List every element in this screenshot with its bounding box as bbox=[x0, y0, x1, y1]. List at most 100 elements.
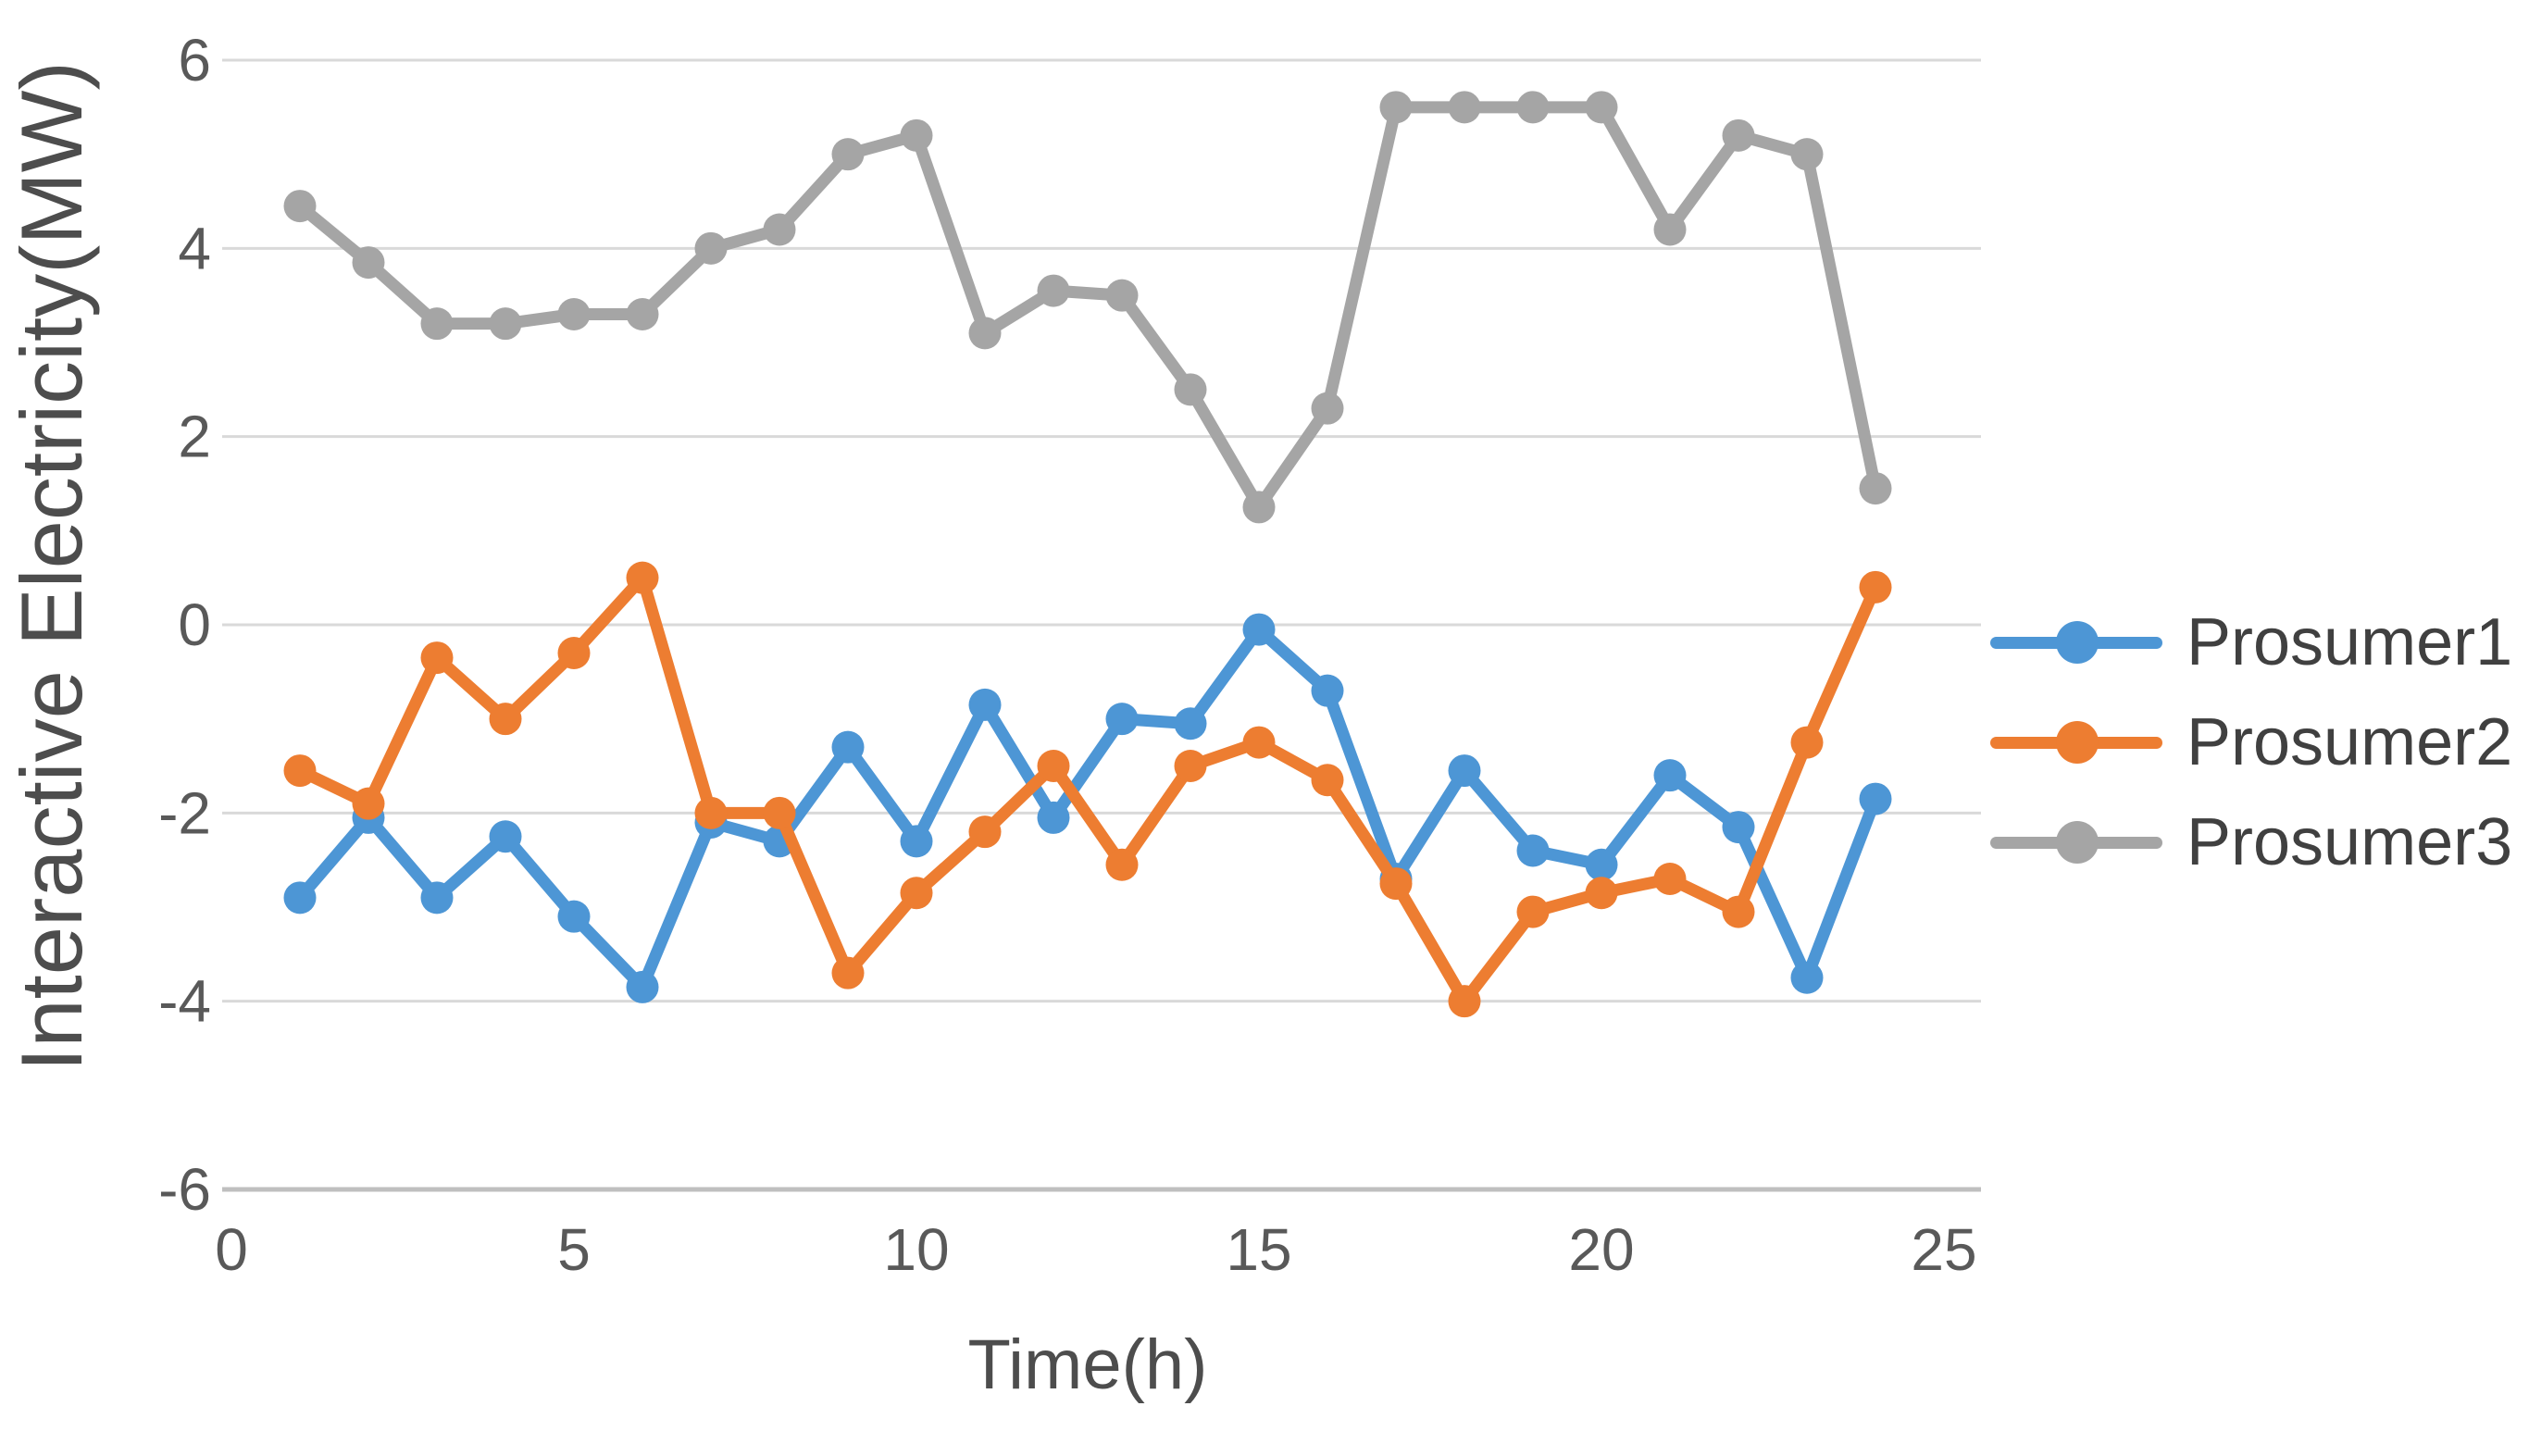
data-point-prosumer2-h14 bbox=[1174, 750, 1207, 782]
data-point-prosumer1-h12 bbox=[1037, 801, 1070, 834]
data-point-prosumer3-h22 bbox=[1722, 118, 1755, 152]
data-point-prosumer3-h9 bbox=[831, 138, 865, 171]
y-tick-label--6: -6 bbox=[158, 1156, 211, 1223]
y-tick-label-0: 0 bbox=[178, 591, 211, 658]
data-point-prosumer2-h5 bbox=[557, 637, 591, 669]
data-point-prosumer3-h1 bbox=[283, 190, 317, 223]
gridlines-group bbox=[222, 58, 1981, 1192]
data-point-prosumer2-h9 bbox=[831, 956, 865, 989]
data-point-prosumer2-h15 bbox=[1242, 726, 1276, 759]
data-point-prosumer3-h13 bbox=[1105, 279, 1139, 312]
data-point-prosumer2-h24 bbox=[1859, 570, 1892, 604]
data-point-prosumer1-h9 bbox=[831, 730, 865, 764]
x-tick-label-5: 5 bbox=[557, 1216, 591, 1283]
data-point-prosumer3-h5 bbox=[557, 298, 591, 330]
data-point-prosumer2-h16 bbox=[1311, 764, 1344, 797]
data-point-prosumer2-h20 bbox=[1585, 877, 1618, 910]
data-point-prosumer2-h21 bbox=[1653, 863, 1687, 895]
data-point-prosumer3-h4 bbox=[489, 307, 522, 341]
legend-label-prosumer1: Prosumer1 bbox=[2186, 605, 2513, 679]
series-line-prosumer3 bbox=[293, 101, 1882, 514]
data-point-prosumer1-h21 bbox=[1653, 759, 1687, 792]
data-point-prosumer3-h21 bbox=[1653, 213, 1687, 246]
x-tick-labels-group: 0 5 10 15 20 25 bbox=[215, 1216, 1976, 1283]
data-point-prosumer1-h11 bbox=[968, 688, 1002, 721]
y-axis-title: Interactive Electricity(MW) bbox=[3, 61, 100, 1072]
data-point-prosumer1-h6 bbox=[626, 970, 659, 1003]
data-point-prosumer2-h3 bbox=[420, 641, 454, 675]
data-point-prosumer3-h24 bbox=[1859, 472, 1892, 505]
data-point-prosumer2-h1 bbox=[283, 754, 317, 788]
data-point-prosumer2-h11 bbox=[968, 815, 1002, 849]
data-point-prosumer2-h7 bbox=[694, 796, 728, 829]
x-tick-label-15: 15 bbox=[1226, 1216, 1291, 1283]
x-tick-label-0: 0 bbox=[215, 1216, 248, 1283]
series-group bbox=[283, 91, 1892, 1018]
x-tick-label-25: 25 bbox=[1911, 1216, 1976, 1283]
data-point-prosumer1-h24 bbox=[1859, 782, 1892, 815]
legend-item-prosumer2: Prosumer2 bbox=[1990, 692, 2512, 792]
data-point-prosumer1-h14 bbox=[1174, 707, 1207, 740]
legend-item-prosumer1: Prosumer1 bbox=[1990, 592, 2512, 692]
y-tick-label--4: -4 bbox=[158, 968, 211, 1035]
data-point-prosumer2-h19 bbox=[1516, 895, 1550, 928]
data-point-prosumer3-h20 bbox=[1585, 91, 1618, 124]
data-point-prosumer1-h4 bbox=[489, 820, 522, 853]
prosumer3-line-marker-icon bbox=[1990, 821, 2162, 864]
data-point-prosumer2-h17 bbox=[1379, 867, 1413, 901]
legend-label-prosumer2: Prosumer2 bbox=[2186, 705, 2513, 779]
data-point-prosumer1-h20 bbox=[1585, 848, 1618, 881]
data-point-prosumer1-h16 bbox=[1311, 674, 1344, 707]
data-point-prosumer1-h15 bbox=[1242, 613, 1276, 646]
data-point-prosumer2-h23 bbox=[1790, 726, 1824, 759]
data-point-prosumer2-h12 bbox=[1037, 750, 1070, 782]
data-point-prosumer3-h17 bbox=[1379, 91, 1413, 124]
legend-item-prosumer3: Prosumer3 bbox=[1990, 792, 2512, 892]
data-point-prosumer1-h5 bbox=[557, 900, 591, 933]
data-point-prosumer2-h4 bbox=[489, 703, 522, 736]
data-point-prosumer1-h18 bbox=[1448, 754, 1481, 788]
data-point-prosumer1-h3 bbox=[420, 881, 454, 915]
legend-label-prosumer3: Prosumer3 bbox=[2186, 805, 2513, 879]
series-line-prosumer1 bbox=[293, 623, 1882, 993]
legend: Prosumer1 Prosumer2 Prosumer3 bbox=[1990, 592, 2512, 892]
x-tick-label-10: 10 bbox=[883, 1216, 949, 1283]
x-axis-title: Time(h) bbox=[968, 1325, 1208, 1404]
data-point-prosumer3-h6 bbox=[626, 298, 659, 330]
data-point-prosumer3-h23 bbox=[1790, 138, 1824, 171]
data-point-prosumer1-h23 bbox=[1790, 961, 1824, 994]
data-point-prosumer2-h22 bbox=[1722, 895, 1755, 928]
data-point-prosumer3-h14 bbox=[1174, 373, 1207, 406]
data-point-prosumer1-h10 bbox=[900, 825, 933, 858]
data-point-prosumer3-h18 bbox=[1448, 91, 1481, 124]
data-point-prosumer3-h12 bbox=[1037, 274, 1070, 307]
prosumer1-line-marker-icon bbox=[1990, 621, 2162, 664]
data-point-prosumer1-h13 bbox=[1105, 703, 1139, 736]
data-point-prosumer2-h6 bbox=[626, 561, 659, 594]
data-point-prosumer3-h19 bbox=[1516, 91, 1550, 124]
data-point-prosumer2-h13 bbox=[1105, 848, 1139, 881]
data-point-prosumer2-h18 bbox=[1448, 985, 1481, 1018]
series-line-prosumer2 bbox=[293, 571, 1882, 1008]
data-point-prosumer2-h2 bbox=[352, 787, 385, 820]
data-point-prosumer3-h16 bbox=[1311, 392, 1344, 425]
data-point-prosumer1-h1 bbox=[283, 881, 317, 915]
data-point-prosumer1-h19 bbox=[1516, 834, 1550, 867]
data-point-prosumer3-h10 bbox=[900, 118, 933, 152]
data-point-prosumer3-h15 bbox=[1242, 491, 1276, 524]
data-point-prosumer2-h10 bbox=[900, 877, 933, 910]
x-tick-label-20: 20 bbox=[1568, 1216, 1634, 1283]
data-point-prosumer1-h22 bbox=[1722, 811, 1755, 844]
data-point-prosumer3-h2 bbox=[352, 246, 385, 280]
data-point-prosumer3-h7 bbox=[694, 231, 728, 265]
data-point-prosumer3-h11 bbox=[968, 317, 1002, 350]
y-tick-labels-group: 6 4 2 0 -2 -4 -6 bbox=[158, 27, 211, 1223]
data-point-prosumer3-h3 bbox=[420, 307, 454, 341]
y-tick-label-6: 6 bbox=[178, 27, 211, 93]
data-point-prosumer3-h8 bbox=[763, 213, 796, 246]
y-tick-label--2: -2 bbox=[158, 779, 211, 846]
data-point-prosumer2-h8 bbox=[763, 796, 796, 829]
y-tick-label-2: 2 bbox=[178, 404, 211, 470]
